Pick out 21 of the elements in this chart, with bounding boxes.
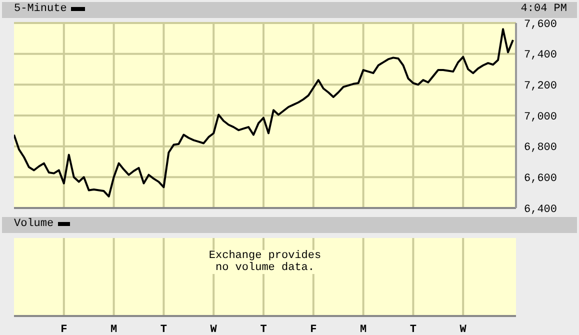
category-label: F	[310, 324, 317, 335]
category-label: F	[60, 324, 68, 335]
legend-label: 5-Minute	[14, 3, 67, 15]
y-tick-label: 7,600	[524, 18, 558, 31]
text: Exchange provides no volume data.	[205, 250, 325, 274]
y-tick-label: 7,400	[524, 50, 558, 62]
y-tick-label: 6,400	[524, 204, 558, 216]
text: Volume	[14, 218, 54, 230]
y-tick-label: 7,000	[524, 111, 558, 124]
line-series	[14, 28, 514, 198]
y-tick-label: 7,200	[524, 80, 558, 93]
category-label: M	[360, 324, 367, 335]
y-tick-label: 6,600	[524, 173, 558, 186]
text: 4:04 PM	[520, 3, 567, 15]
category-label: M	[110, 324, 118, 335]
category-label: T	[160, 324, 168, 335]
category-label: W	[210, 324, 218, 335]
category-label: T	[260, 324, 268, 335]
category-label: T	[410, 324, 417, 335]
y-tick-label: 6,800	[524, 142, 558, 154]
category-label: W	[460, 324, 467, 335]
